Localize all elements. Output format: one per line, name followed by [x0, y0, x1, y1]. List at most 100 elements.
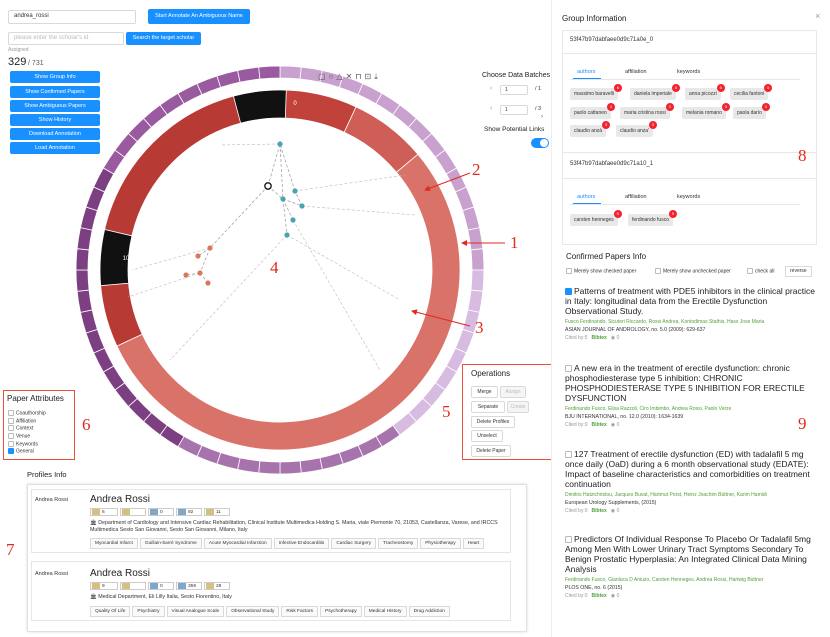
author-tag[interactable]: paolo cattaneo 4: [570, 103, 615, 119]
outer-ring-segment[interactable]: [196, 75, 222, 96]
outer-ring-segment[interactable]: [258, 65, 281, 80]
attr-affiliation[interactable]: Affiliation: [8, 417, 46, 426]
load-annotation-button[interactable]: Load Annotation: [10, 142, 100, 154]
radial-chart[interactable]: 0 10: [70, 65, 490, 475]
outer-ring-segment[interactable]: [237, 457, 261, 474]
outer-ring-segment[interactable]: [76, 289, 93, 313]
author-tag[interactable]: melania romano 3: [682, 103, 730, 119]
outer-ring-segment[interactable]: [462, 206, 481, 231]
paper-checkbox[interactable]: [565, 451, 572, 459]
lasso-icon[interactable]: ○: [328, 72, 337, 81]
rect-select-icon[interactable]: ▢: [318, 72, 329, 81]
author-tag[interactable]: daniela imperiale 5: [630, 84, 680, 100]
show-history-button[interactable]: Show History: [10, 114, 100, 126]
outer-ring-segment[interactable]: [319, 452, 344, 471]
attr-general[interactable]: General: [8, 448, 46, 456]
author-tag[interactable]: carsten henneges 5: [570, 210, 622, 226]
triangle-icon[interactable]: △: [336, 72, 346, 81]
author-tag[interactable]: claudio anza' 3: [616, 121, 658, 137]
lock-icon[interactable]: ⊓: [355, 72, 365, 81]
outer-ring-segment[interactable]: [470, 248, 485, 271]
outer-ring-segment[interactable]: [75, 248, 90, 271]
outer-ring-segment[interactable]: [279, 460, 302, 475]
author-tag[interactable]: anna picozzi 5: [685, 84, 725, 100]
profile-card[interactable]: Andrea Rossi Andrea Rossi 6 0 92 11 🏛 Depar…: [31, 489, 511, 553]
outer-ring-segment[interactable]: [467, 289, 484, 313]
filter-unchecked[interactable]: Merely show unchecked paper: [655, 268, 731, 274]
tab-affiliation[interactable]: affiliation: [625, 194, 647, 200]
unselect-button[interactable]: Unselect: [471, 430, 503, 442]
outer-ring-segment[interactable]: [76, 227, 93, 251]
cluster-segment[interactable]: [232, 89, 287, 124]
download-annotation-button[interactable]: Download Annotation: [10, 128, 100, 140]
tab-keywords[interactable]: keywords: [677, 69, 701, 75]
delete-paper-button[interactable]: Delete Paper: [471, 445, 511, 457]
outer-ring-segment[interactable]: [75, 269, 90, 292]
attr-context[interactable]: Context: [8, 425, 46, 433]
outer-ring-segment[interactable]: [299, 457, 323, 474]
clear-icon[interactable]: ✕: [345, 72, 356, 81]
chart-toolbar[interactable]: ▢○△✕⊓⊡⤓: [318, 72, 381, 82]
batch2-input[interactable]: 1: [500, 105, 528, 115]
outer-ring-segment[interactable]: [79, 309, 98, 334]
paper-checkbox[interactable]: [565, 365, 572, 373]
author-tag[interactable]: maria cristina rossi 3: [620, 103, 674, 119]
batch2-prev-icon[interactable]: ‹: [490, 105, 493, 112]
cluster-segment[interactable]: [99, 229, 133, 287]
author-tag[interactable]: cecilia fantoni 5: [730, 84, 773, 100]
outer-ring-segment[interactable]: [467, 227, 484, 251]
outer-ring-segment[interactable]: [454, 186, 475, 212]
attr-venue[interactable]: Venue: [8, 432, 46, 441]
fullscreen-icon[interactable]: ⊡: [364, 72, 375, 81]
author-tag[interactable]: paola dario 3: [733, 103, 770, 119]
show-confirmed-papers-button[interactable]: Show Confirmed Papers: [10, 86, 100, 98]
outer-ring-segment[interactable]: [216, 69, 241, 88]
tab-authors[interactable]: authors: [577, 194, 596, 200]
outer-ring-segment[interactable]: [85, 328, 106, 354]
author-tag[interactable]: massimo baravelli 6: [570, 84, 623, 100]
annotation-6: 6: [82, 415, 91, 434]
author-tag[interactable]: claudio anzà 3: [570, 121, 611, 137]
outer-ring-segment[interactable]: [338, 444, 364, 465]
close-icon[interactable]: ×: [815, 11, 821, 21]
tab-affiliation[interactable]: affiliation: [625, 69, 647, 75]
outer-ring-segment[interactable]: [79, 206, 98, 231]
outer-ring-segment[interactable]: [216, 452, 241, 471]
show-ambiguous-papers-button[interactable]: Show Ambiguous Papers: [10, 100, 100, 112]
outer-ring-segment[interactable]: [279, 65, 302, 80]
attr-keywords[interactable]: Keywords: [8, 440, 46, 449]
scholar-id-input[interactable]: please enter the scholar's id: [8, 32, 124, 45]
batch1-input[interactable]: 1: [500, 85, 528, 95]
profile-card[interactable]: Andrea Rossi Andrea Rossi 9 0 359 28 🏛 Medi…: [31, 561, 511, 621]
paper-item[interactable]: Patterns of treatment with PDE5 inhibito…: [565, 286, 815, 341]
attr-coauthorship[interactable]: Coauthorship: [8, 410, 46, 418]
paper-checkbox[interactable]: [565, 288, 572, 296]
paper-item[interactable]: 127 Treatment of erectile dysfunction (E…: [565, 449, 810, 514]
filter-checked[interactable]: Merely show checked paper: [566, 268, 636, 274]
cluster-segment[interactable]: [279, 89, 357, 133]
separate-button[interactable]: Separate: [471, 401, 505, 413]
create-button[interactable]: Create: [507, 401, 529, 413]
outer-ring-segment[interactable]: [470, 269, 485, 292]
download-icon[interactable]: ⤓: [374, 72, 381, 81]
outer-ring-segment[interactable]: [258, 460, 281, 475]
show-group-info-button[interactable]: Show Group Info: [10, 71, 100, 83]
search-scholar-button[interactable]: Search the target scholar: [126, 32, 201, 45]
paper-checkbox[interactable]: [565, 536, 572, 544]
batch2-next-icon[interactable]: ›: [541, 114, 543, 120]
assign-button[interactable]: Assign: [500, 386, 526, 398]
paper-item[interactable]: Predictors Of Individual Response To Pla…: [565, 534, 811, 599]
author-tag[interactable]: ferdinando fusco 5: [628, 210, 677, 226]
tab-keywords[interactable]: keywords: [677, 194, 701, 200]
potential-links-toggle[interactable]: [531, 138, 549, 148]
check-all[interactable]: check all: [747, 268, 774, 274]
delete-profiles-button[interactable]: Delete Profiles: [471, 416, 515, 428]
reverse-button[interactable]: reverse: [785, 266, 812, 277]
start-annotate-button[interactable]: Start Annotate An Ambiguous Name: [148, 9, 250, 24]
tab-authors[interactable]: authors: [577, 69, 596, 75]
paper-item[interactable]: A new era in the treatment of erectile d…: [565, 363, 805, 428]
name-input[interactable]: andrea_rossi: [8, 10, 136, 24]
outer-ring-segment[interactable]: [237, 66, 261, 83]
merge-button[interactable]: Merge: [471, 386, 498, 398]
batch1-prev-icon[interactable]: ‹: [490, 85, 493, 92]
